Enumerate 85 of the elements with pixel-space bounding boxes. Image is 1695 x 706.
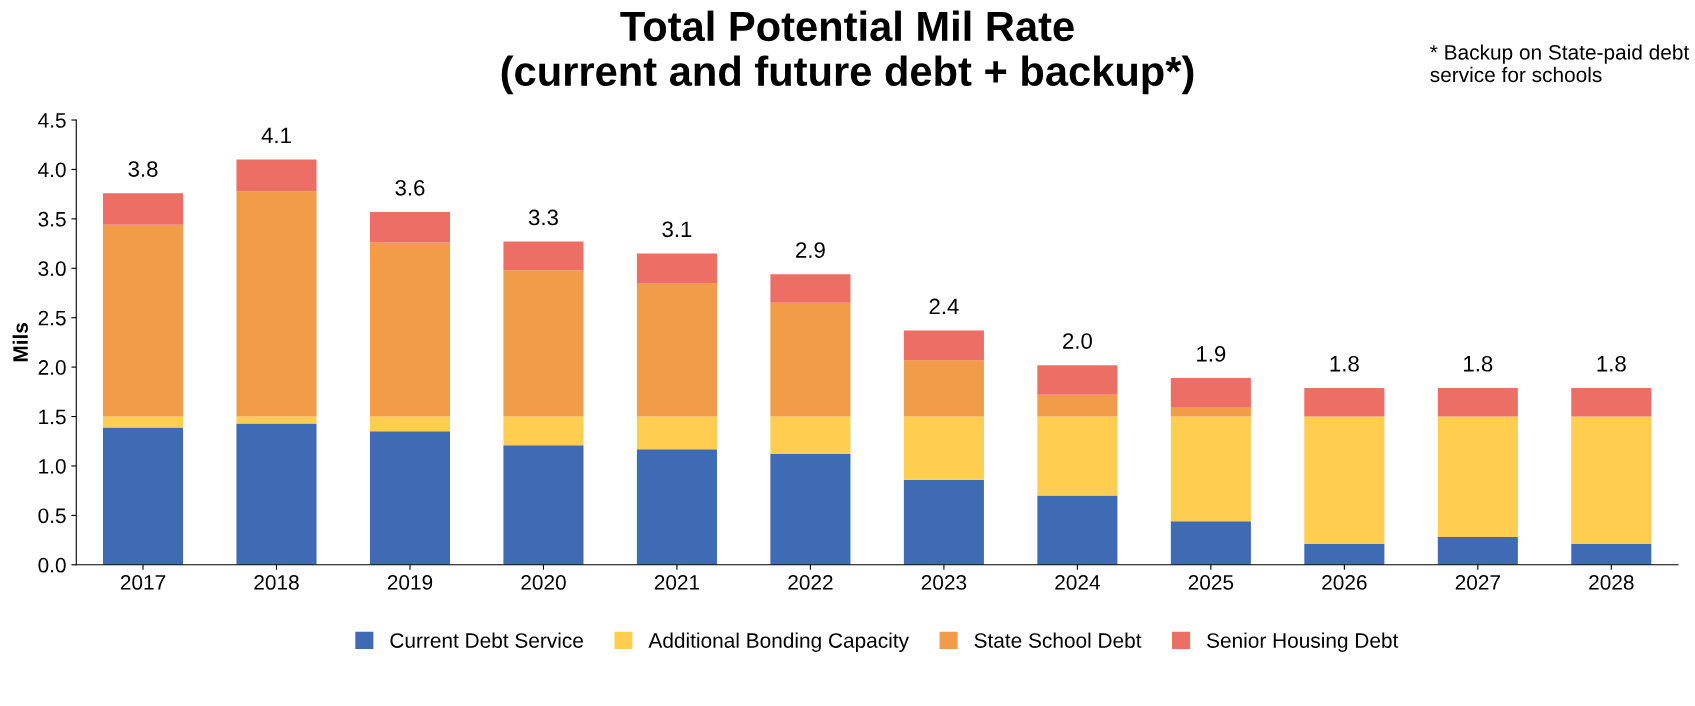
total-label: 3.6	[395, 179, 425, 196]
x-tick-label: 2026	[1322, 575, 1367, 590]
bar	[102, 224, 184, 417]
y-tick-label: 4.5	[38, 113, 66, 128]
x-tick-label: 2027	[1455, 575, 1500, 590]
bar	[903, 416, 984, 480]
x-tick-label: 2020	[521, 575, 566, 590]
bar	[1437, 537, 1518, 565]
total-label: 1.8	[1330, 355, 1359, 372]
y-tick-label: 1.0	[39, 458, 66, 474]
bar	[903, 330, 984, 361]
bar	[636, 416, 717, 450]
x-tick-label: 2021	[654, 575, 700, 590]
bar	[503, 241, 584, 271]
bar	[1170, 521, 1251, 565]
bar	[903, 479, 984, 565]
y-tick-label: 0.0	[38, 557, 66, 573]
bar	[636, 449, 717, 565]
y-tick-label: 2.0	[38, 360, 66, 375]
x-tick-label: 2017	[120, 575, 166, 590]
x-tick-label: 2025	[1188, 575, 1234, 590]
bar	[770, 302, 851, 417]
total-label: 1.9	[1197, 346, 1226, 362]
legend-label: State School Debt	[974, 632, 1142, 648]
bar	[636, 253, 717, 284]
y-tick-label: 3.5	[38, 211, 66, 227]
x-tick-label: 2022	[788, 575, 833, 590]
total-label: 1.8	[1464, 355, 1493, 372]
total-label: 2.9	[796, 242, 825, 258]
total-label: 1.8	[1597, 355, 1626, 372]
total-label: 2.4	[929, 298, 959, 315]
bar	[903, 360, 984, 417]
legend-label: Additional Bonding Capacity	[648, 632, 909, 653]
bar	[102, 427, 184, 565]
bar	[770, 274, 851, 303]
bar	[1304, 387, 1385, 417]
bar	[236, 423, 317, 565]
bar	[236, 191, 317, 417]
bar	[1170, 377, 1251, 408]
y-axis-title: Mils	[12, 323, 28, 362]
bar	[236, 159, 317, 192]
bar	[503, 416, 584, 446]
bar	[1437, 416, 1518, 538]
x-tick-label: 2018	[254, 575, 299, 590]
bar	[770, 454, 851, 565]
bar	[636, 283, 717, 417]
legend-label: Senior Housing Debt	[1207, 632, 1399, 653]
bar	[1437, 387, 1518, 417]
total-label: 3.1	[662, 221, 692, 238]
text: * Backup on State-paid debt service for schools	[1430, 44, 1690, 83]
bar	[1571, 387, 1652, 417]
bar	[770, 416, 851, 455]
bar	[369, 416, 451, 432]
x-tick-label: 2019	[387, 575, 433, 590]
x-tick-label: 2028	[1589, 575, 1634, 590]
y-tick-label: 3.0	[38, 261, 66, 277]
y-tick-label: 1.5	[39, 409, 66, 425]
bar	[1170, 407, 1251, 417]
bar	[1037, 394, 1118, 417]
x-tick-label: 2024	[1055, 575, 1100, 590]
bar	[369, 431, 451, 565]
bar	[503, 445, 584, 565]
y-tick-label: 4.0	[38, 162, 66, 178]
bar	[1304, 416, 1385, 545]
bar	[102, 416, 184, 428]
x-tick-label: 2023	[921, 575, 967, 590]
bar	[369, 242, 451, 417]
bar	[1571, 544, 1652, 565]
bar	[1037, 365, 1118, 395]
bar	[102, 193, 184, 225]
total-label: 2.0	[1063, 333, 1092, 349]
total-label: 3.3	[528, 209, 558, 226]
bar	[1037, 495, 1118, 565]
chart-title: Total Potential Mil Rate (current and future debt + backup*)	[501, 10, 1194, 95]
bar	[1037, 416, 1118, 496]
bar	[1571, 416, 1652, 545]
bar	[1304, 544, 1385, 565]
y-tick-label: 0.5	[38, 508, 66, 524]
bar	[369, 211, 451, 243]
total-label: 3.8	[128, 161, 158, 177]
total-label: 4.1	[261, 127, 291, 144]
y-tick-label: 2.5	[38, 310, 66, 326]
bar	[1170, 416, 1251, 522]
bar	[503, 270, 584, 417]
legend-label: Current Debt Service	[390, 632, 583, 648]
